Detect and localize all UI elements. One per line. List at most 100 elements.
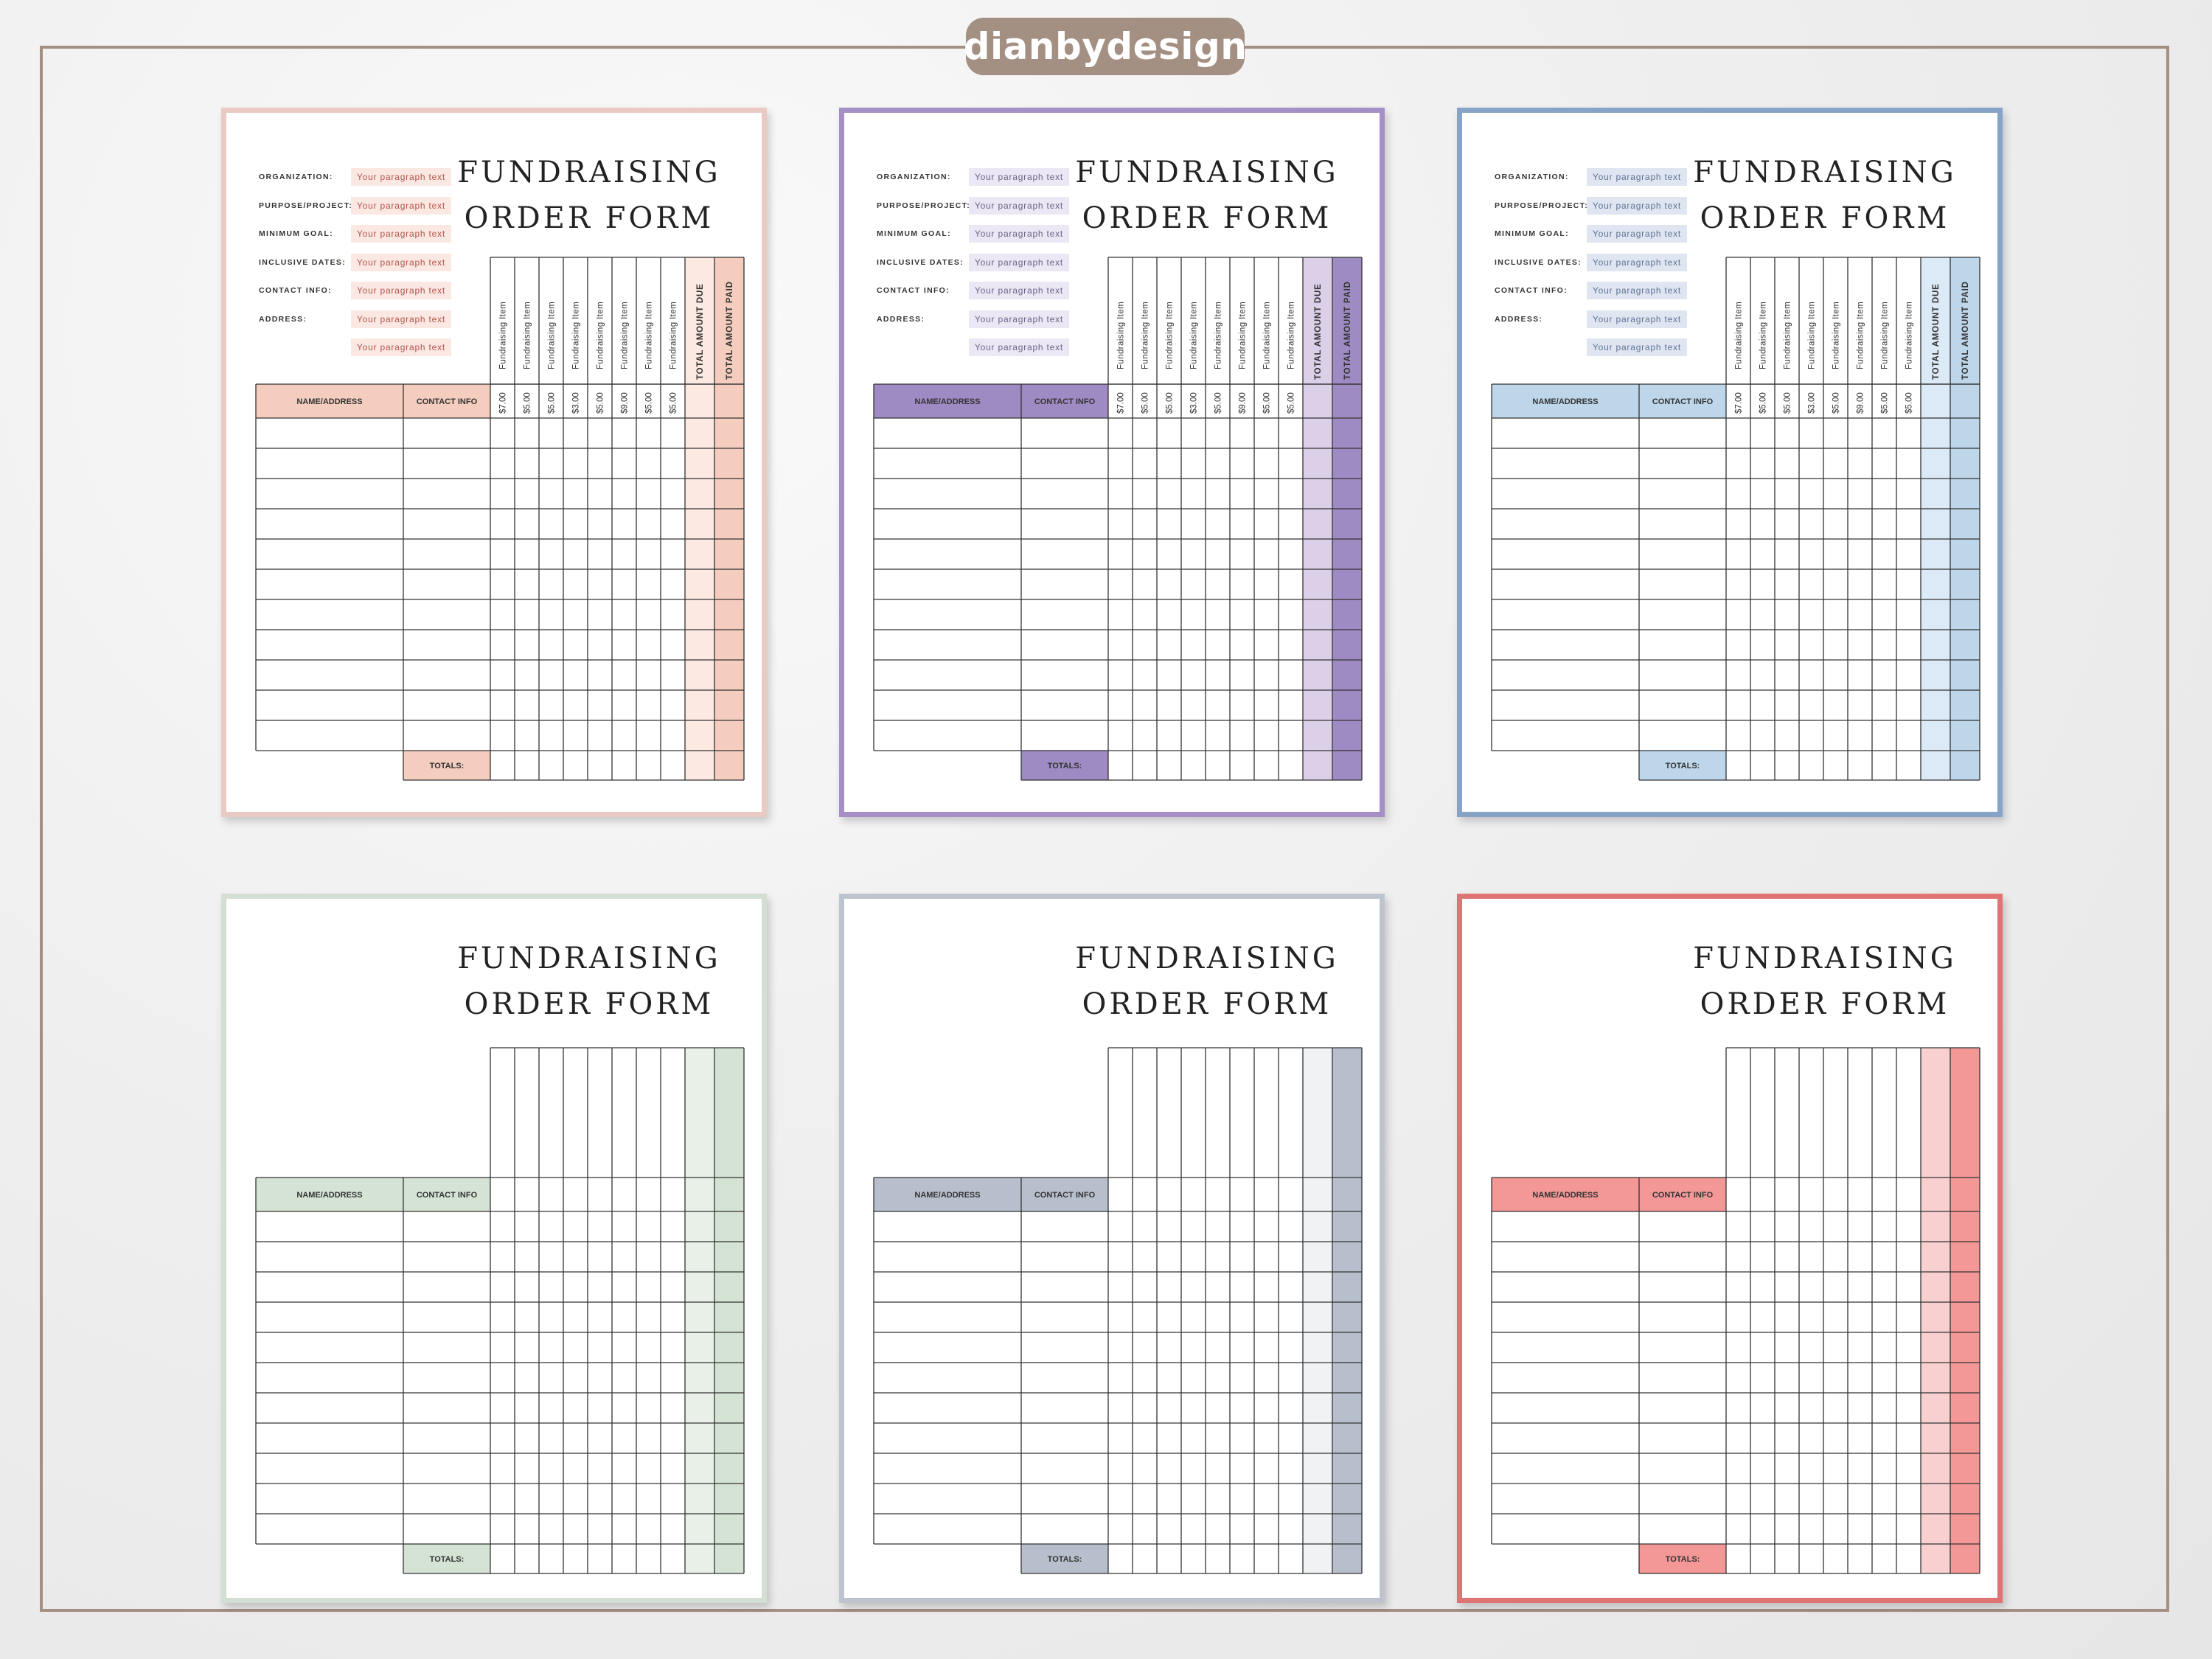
item-price: $5.00: [1881, 392, 1890, 414]
info-row: ADDRESS: Your paragraph text: [1495, 305, 1687, 334]
total-paid-column-fill: [1332, 257, 1362, 780]
item-name-header: Fundraising Item: [572, 302, 581, 369]
totals-fill: [1021, 1544, 1108, 1573]
item-price: $5.00: [1263, 392, 1272, 414]
totals-fill: [403, 751, 490, 780]
info-value-field[interactable]: Your paragraph text: [351, 253, 451, 271]
item-name-header: Fundraising Item: [1287, 302, 1296, 369]
info-value-field[interactable]: Your paragraph text: [351, 338, 451, 357]
info-value-field[interactable]: Your paragraph text: [1587, 310, 1687, 328]
brand-logo: dianbydesign: [964, 18, 1247, 75]
col-name-header: NAME/ADDRESS: [296, 1191, 362, 1200]
info-value-field[interactable]: Your paragraph text: [969, 253, 1069, 271]
info-label: PURPOSE/PROJECT:: [259, 201, 352, 210]
info-value-field[interactable]: Your paragraph text: [351, 310, 451, 328]
item-name-header: Fundraising Item: [548, 302, 557, 369]
total-paid-header: TOTAL AMOUNT PAID: [1343, 281, 1352, 380]
info-value-field[interactable]: Your paragraph text: [969, 310, 1069, 328]
total-paid-column-fill: [1950, 1048, 1980, 1573]
info-row: ORGANIZATION: Your paragraph text: [259, 163, 451, 192]
totals-fill: [1021, 751, 1108, 780]
header-fill: [1492, 1178, 1726, 1211]
order-table: NAME/ADDRESS CONTACT INFO TOTALS: Fundraisi…: [873, 257, 1363, 781]
item-price: $5.00: [1905, 392, 1914, 414]
item-price: $7.00: [499, 392, 508, 414]
total-due-header: TOTAL AMOUNT DUE: [696, 283, 705, 380]
item-price: $3.00: [1190, 392, 1199, 414]
item-price: $5.00: [524, 392, 532, 414]
total-due-column-fill: [1303, 257, 1332, 780]
item-name-header: Fundraising Item: [1808, 302, 1817, 369]
info-row: INCLUSIVE DATES: Your paragraph text: [259, 248, 451, 277]
info-value-field[interactable]: Your paragraph text: [969, 168, 1069, 187]
order-form-page: FUNDRAISING ORDER FORM NAME/ADDRESS CONTACT…: [221, 894, 767, 1603]
info-value-field[interactable]: Your paragraph text: [1587, 338, 1687, 357]
item-price: $5.00: [1166, 392, 1175, 414]
item-name-header: Fundraising Item: [1166, 302, 1175, 369]
info-value-field[interactable]: Your paragraph text: [1587, 225, 1687, 243]
item-name-header: Fundraising Item: [1905, 302, 1914, 369]
total-paid-column-fill: [714, 1048, 744, 1573]
item-name-header: Fundraising Item: [1263, 302, 1272, 369]
info-label: ORGANIZATION:: [259, 173, 333, 182]
form-title: FUNDRAISING ORDER FORM: [449, 150, 729, 241]
info-value-field[interactable]: Your paragraph text: [969, 282, 1069, 300]
totals-label: TOTALS:: [430, 1555, 465, 1564]
title-line-2: ORDER FORM: [1082, 201, 1332, 235]
info-row: PURPOSE/PROJECT: Your paragraph text: [877, 192, 1069, 220]
title-line-1: FUNDRAISING: [1693, 942, 1957, 975]
table-grid: [255, 257, 745, 781]
item-price: $5.00: [1214, 392, 1223, 414]
item-name-header: Fundraising Item: [1190, 302, 1199, 369]
info-value-field[interactable]: Your paragraph text: [1587, 168, 1687, 187]
col-name-header: NAME/ADDRESS: [296, 397, 362, 406]
info-label: MINIMUM GOAL:: [1495, 229, 1569, 239]
info-label: CONTACT INFO:: [877, 286, 950, 296]
col-name-header: NAME/ADDRESS: [914, 1191, 980, 1200]
info-value-field[interactable]: Your paragraph text: [969, 196, 1069, 215]
info-value-field[interactable]: Your paragraph text: [351, 196, 451, 215]
item-name-header: Fundraising Item: [1832, 302, 1841, 369]
header-fill: [256, 1178, 490, 1211]
order-table: NAME/ADDRESS CONTACT INFO TOTALS: Fundraisi…: [255, 257, 745, 781]
info-value-field[interactable]: Your paragraph text: [351, 282, 451, 300]
form-title: FUNDRAISING ORDER FORM: [1067, 936, 1347, 1027]
info-row: ADDRESS: Your paragraph text: [877, 305, 1069, 334]
totals-label: TOTALS:: [1666, 762, 1700, 771]
info-label: ADDRESS:: [1495, 314, 1543, 324]
info-value-field[interactable]: Your paragraph text: [969, 338, 1069, 357]
item-name-header: Fundraising Item: [1759, 302, 1768, 369]
total-due-column-fill: [1921, 1048, 1950, 1573]
info-value-field[interactable]: Your paragraph text: [1587, 196, 1687, 215]
item-price: $5.00: [1832, 392, 1841, 414]
form-title: FUNDRAISING ORDER FORM: [1685, 150, 1965, 241]
info-value-field[interactable]: Your paragraph text: [1587, 282, 1687, 300]
info-row: ORGANIZATION: Your paragraph text: [1495, 163, 1687, 192]
title-line-2: ORDER FORM: [464, 201, 714, 235]
total-due-column-fill: [685, 1048, 714, 1573]
form-title: FUNDRAISING ORDER FORM: [449, 936, 729, 1027]
order-table: NAME/ADDRESS CONTACT INFO TOTALS: Fundraisi…: [1491, 257, 1980, 781]
item-price: $5.00: [548, 392, 557, 414]
total-due-column-fill: [1303, 1048, 1332, 1573]
item-name-header: Fundraising Item: [524, 302, 532, 369]
info-label: ADDRESS:: [877, 314, 925, 324]
col-name-header: NAME/ADDRESS: [1532, 1191, 1598, 1200]
info-value-field[interactable]: Your paragraph text: [351, 168, 451, 187]
item-name-header: Fundraising Item: [669, 302, 678, 369]
info-row: INCLUSIVE DATES: Your paragraph text: [877, 248, 1069, 277]
total-due-header: TOTAL AMOUNT DUE: [1314, 283, 1323, 380]
info-value-field[interactable]: Your paragraph text: [351, 225, 451, 243]
info-value-field[interactable]: Your paragraph text: [1587, 253, 1687, 271]
item-name-header: Fundraising Item: [499, 302, 508, 369]
totals-fill: [1639, 1544, 1726, 1573]
table-grid: [1491, 257, 1980, 781]
info-value-field[interactable]: Your paragraph text: [969, 225, 1069, 243]
col-contact-header: CONTACT INFO: [1652, 1191, 1714, 1200]
order-form-page: FUNDRAISING ORDER FORM NAME/ADDRESS CONTACT…: [1457, 894, 2003, 1603]
item-name-header: Fundraising Item: [1239, 302, 1248, 369]
totals-fill: [403, 1544, 490, 1573]
item-price: $5.00: [669, 392, 678, 414]
info-fields: ORGANIZATION: Your paragraph text PURPOSE/…: [1495, 163, 1687, 362]
title-line-2: ORDER FORM: [1700, 201, 1950, 235]
